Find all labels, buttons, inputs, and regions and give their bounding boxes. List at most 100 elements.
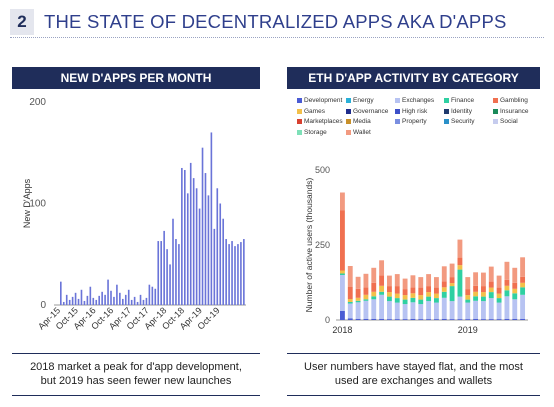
bar-segment: [441, 291, 447, 298]
bar: [95, 299, 98, 305]
bar-segment: [363, 294, 369, 300]
y-axis-label: Number of active users (thousands): [304, 178, 314, 313]
bar: [71, 296, 74, 305]
legend-label: High risk: [402, 107, 428, 115]
bar-segment: [473, 296, 479, 301]
bar-segment: [457, 257, 463, 266]
x-tick-label: 2018: [332, 325, 352, 335]
bar: [136, 301, 139, 305]
bar-segment: [371, 282, 377, 292]
bar-segment: [434, 293, 439, 299]
y-tick-label: 0: [40, 300, 46, 311]
bar: [198, 208, 201, 305]
legend-swatch: [395, 108, 400, 114]
bar-segment: [520, 282, 526, 288]
bar: [133, 296, 136, 305]
right-caption: User numbers have stayed flat, and the m…: [287, 360, 540, 388]
bar-segment: [426, 274, 432, 287]
bar-segment: [512, 288, 518, 294]
bar-segment: [520, 257, 526, 277]
legend-item: Social: [493, 118, 518, 125]
bar-segment: [512, 282, 518, 289]
bar-segment: [379, 260, 385, 276]
bar-segment: [402, 278, 408, 290]
y-axis-label: New D'Apps: [22, 178, 32, 228]
bar: [178, 244, 180, 305]
bar-segment: [347, 287, 353, 299]
bar-segment: [434, 287, 439, 294]
bar: [60, 281, 62, 305]
bar-segment: [371, 296, 377, 300]
bar-segment: [434, 302, 439, 320]
bar-segment: [496, 298, 502, 303]
bar: [89, 286, 92, 305]
bar: [77, 298, 80, 305]
bar-segment: [449, 301, 455, 320]
bar-segment: [387, 292, 392, 297]
bar-segment: [355, 288, 361, 298]
bar: [124, 294, 127, 305]
y-tick-label: 250: [315, 240, 330, 250]
bar-segment: [410, 293, 416, 298]
bar: [127, 289, 130, 305]
bar-segment: [496, 302, 502, 320]
bar-segment: [410, 287, 416, 294]
bar-segment: [355, 276, 361, 289]
bar: [145, 297, 148, 305]
bar-segment: [418, 299, 424, 305]
bar-segment: [340, 192, 345, 211]
bar-segment: [441, 281, 447, 288]
legend-swatch: [395, 98, 400, 103]
bar-segment: [473, 272, 479, 286]
right-caption-line2: used are exchanges and wallets: [334, 375, 493, 387]
bar: [142, 299, 145, 305]
bar-segment: [418, 304, 424, 320]
bar-segment: [504, 296, 510, 319]
y-tick-label: 0: [325, 315, 330, 325]
bar-segment: [363, 287, 369, 295]
bar-segment: [488, 287, 494, 293]
section-header: 2 THE STATE OF DECENTRALIZED APPS AKA D'…: [10, 8, 507, 36]
bar-segment: [394, 302, 400, 320]
bar: [195, 188, 198, 305]
bar-segment: [363, 318, 369, 320]
bar: [181, 167, 183, 305]
bar-segment: [473, 291, 479, 297]
bar-segment: [410, 318, 416, 320]
bar: [148, 284, 151, 305]
bar-segment: [481, 301, 486, 320]
bar-segment: [347, 299, 353, 302]
bar: [207, 195, 210, 305]
bar-segment: [441, 266, 447, 282]
legend-swatch: [346, 129, 351, 135]
legend-item: Governance: [346, 108, 388, 115]
bar: [192, 178, 195, 305]
bar-segment: [426, 292, 432, 297]
bar-segment: [379, 291, 385, 295]
bar-segment: [347, 302, 353, 304]
bar: [216, 188, 219, 305]
bar-segment: [465, 319, 471, 320]
bar-segment: [355, 297, 361, 301]
bar-segment: [465, 299, 471, 303]
bar-segment: [481, 292, 486, 297]
bar-segment: [418, 277, 424, 288]
bar: [86, 295, 89, 305]
bar-segment: [520, 318, 526, 320]
chart-legend: Development Energy Exchanges Finance Gamblin…: [297, 97, 547, 141]
bar-segment: [434, 277, 439, 288]
bar-segment: [355, 318, 361, 320]
bar: [222, 218, 225, 305]
bar-segment: [488, 319, 494, 320]
bar-segment: [449, 283, 455, 287]
bar-segment: [434, 298, 439, 303]
bar-segment: [371, 299, 377, 319]
bar-segment: [449, 319, 455, 320]
bar-segment: [441, 287, 447, 292]
bar-segment: [402, 295, 408, 300]
bar: [113, 296, 115, 305]
bar-segment: [512, 267, 518, 283]
left-panel-title: NEW D'APPS PER MONTH: [12, 67, 260, 89]
legend-label: Social: [500, 118, 518, 125]
bar-segment: [418, 295, 424, 300]
